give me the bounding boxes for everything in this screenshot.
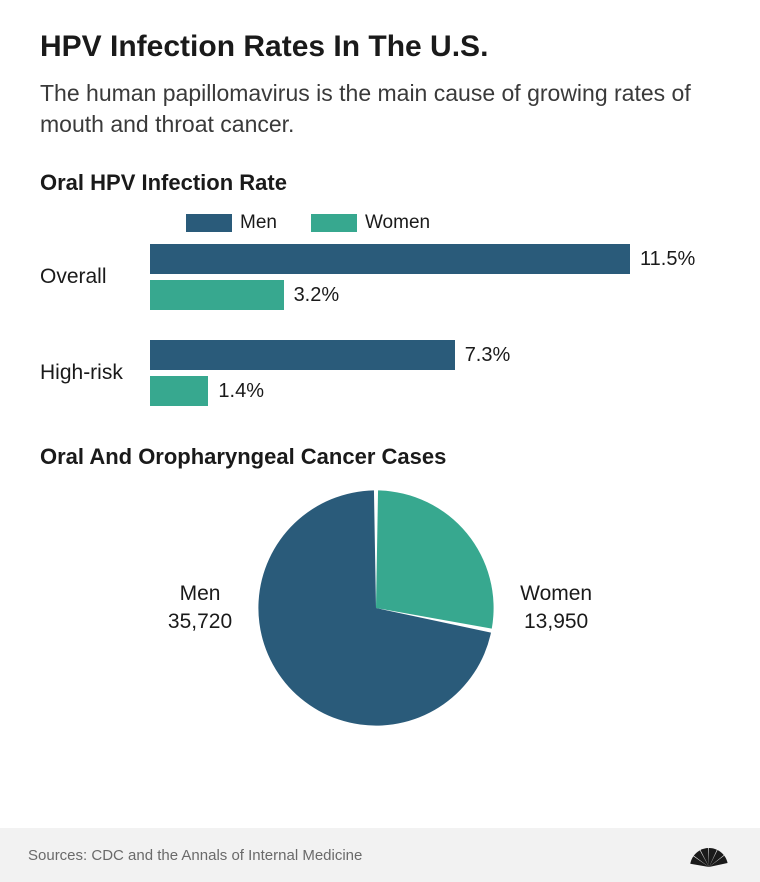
bar-category-label: Overall (40, 265, 150, 289)
pie-chart-title: Oral And Oropharyngeal Cancer Cases (40, 444, 720, 470)
sources-text: Sources: CDC and the Annals of Internal … (28, 847, 362, 864)
pie-slice-name: Men (168, 580, 232, 608)
bar-row: 11.5% (150, 244, 720, 274)
pie-slice-value: 13,950 (520, 608, 592, 636)
bar-row: 3.2% (150, 280, 720, 310)
bar-chart: Oral HPV Infection Rate Men Women Overall… (40, 170, 720, 406)
page-title: HPV Infection Rates In The U.S. (40, 30, 720, 64)
pie-label-right: Women13,950 (520, 580, 592, 637)
pie-slice-value: 35,720 (168, 608, 232, 636)
bar (150, 376, 208, 406)
bars-column: 11.5% 3.2% (150, 244, 720, 310)
bar-value-label: 11.5% (640, 248, 695, 271)
pie-slice (376, 491, 494, 629)
footer: Sources: CDC and the Annals of Internal … (0, 828, 760, 882)
legend-item: Men (186, 212, 277, 234)
bar-group: High-risk 7.3% 1.4% (40, 340, 720, 406)
bar-group: Overall 11.5% 3.2% (40, 244, 720, 310)
bar (150, 244, 630, 274)
pie-svg (256, 488, 496, 728)
bar-chart-body: Overall 11.5% 3.2% High-risk 7.3% 1.4% (40, 244, 720, 406)
page-subtitle: The human papillomavirus is the main cau… (40, 78, 720, 140)
pie-slice-name: Women (520, 580, 592, 608)
bar-value-label: 3.2% (294, 284, 340, 307)
bar-value-label: 1.4% (218, 380, 264, 403)
pie-chart: Oral And Oropharyngeal Cancer Cases Men3… (40, 444, 720, 728)
bar (150, 340, 455, 370)
bar-value-label: 7.3% (465, 344, 511, 367)
legend-swatch (186, 214, 232, 232)
pie-chart-body: Men35,720 Women13,950 (40, 488, 720, 728)
bar-chart-title: Oral HPV Infection Rate (40, 170, 720, 196)
nbc-peacock-icon (686, 838, 732, 873)
bar-chart-legend: Men Women (186, 212, 720, 234)
legend-label: Men (240, 212, 277, 234)
bar (150, 280, 284, 310)
bars-column: 7.3% 1.4% (150, 340, 720, 406)
bar-row: 1.4% (150, 376, 720, 406)
infographic-container: HPV Infection Rates In The U.S. The huma… (0, 0, 760, 882)
legend-label: Women (365, 212, 430, 234)
bar-row: 7.3% (150, 340, 720, 370)
bar-category-label: High-risk (40, 361, 150, 385)
legend-swatch (311, 214, 357, 232)
pie-label-left: Men35,720 (168, 580, 232, 637)
legend-item: Women (311, 212, 430, 234)
